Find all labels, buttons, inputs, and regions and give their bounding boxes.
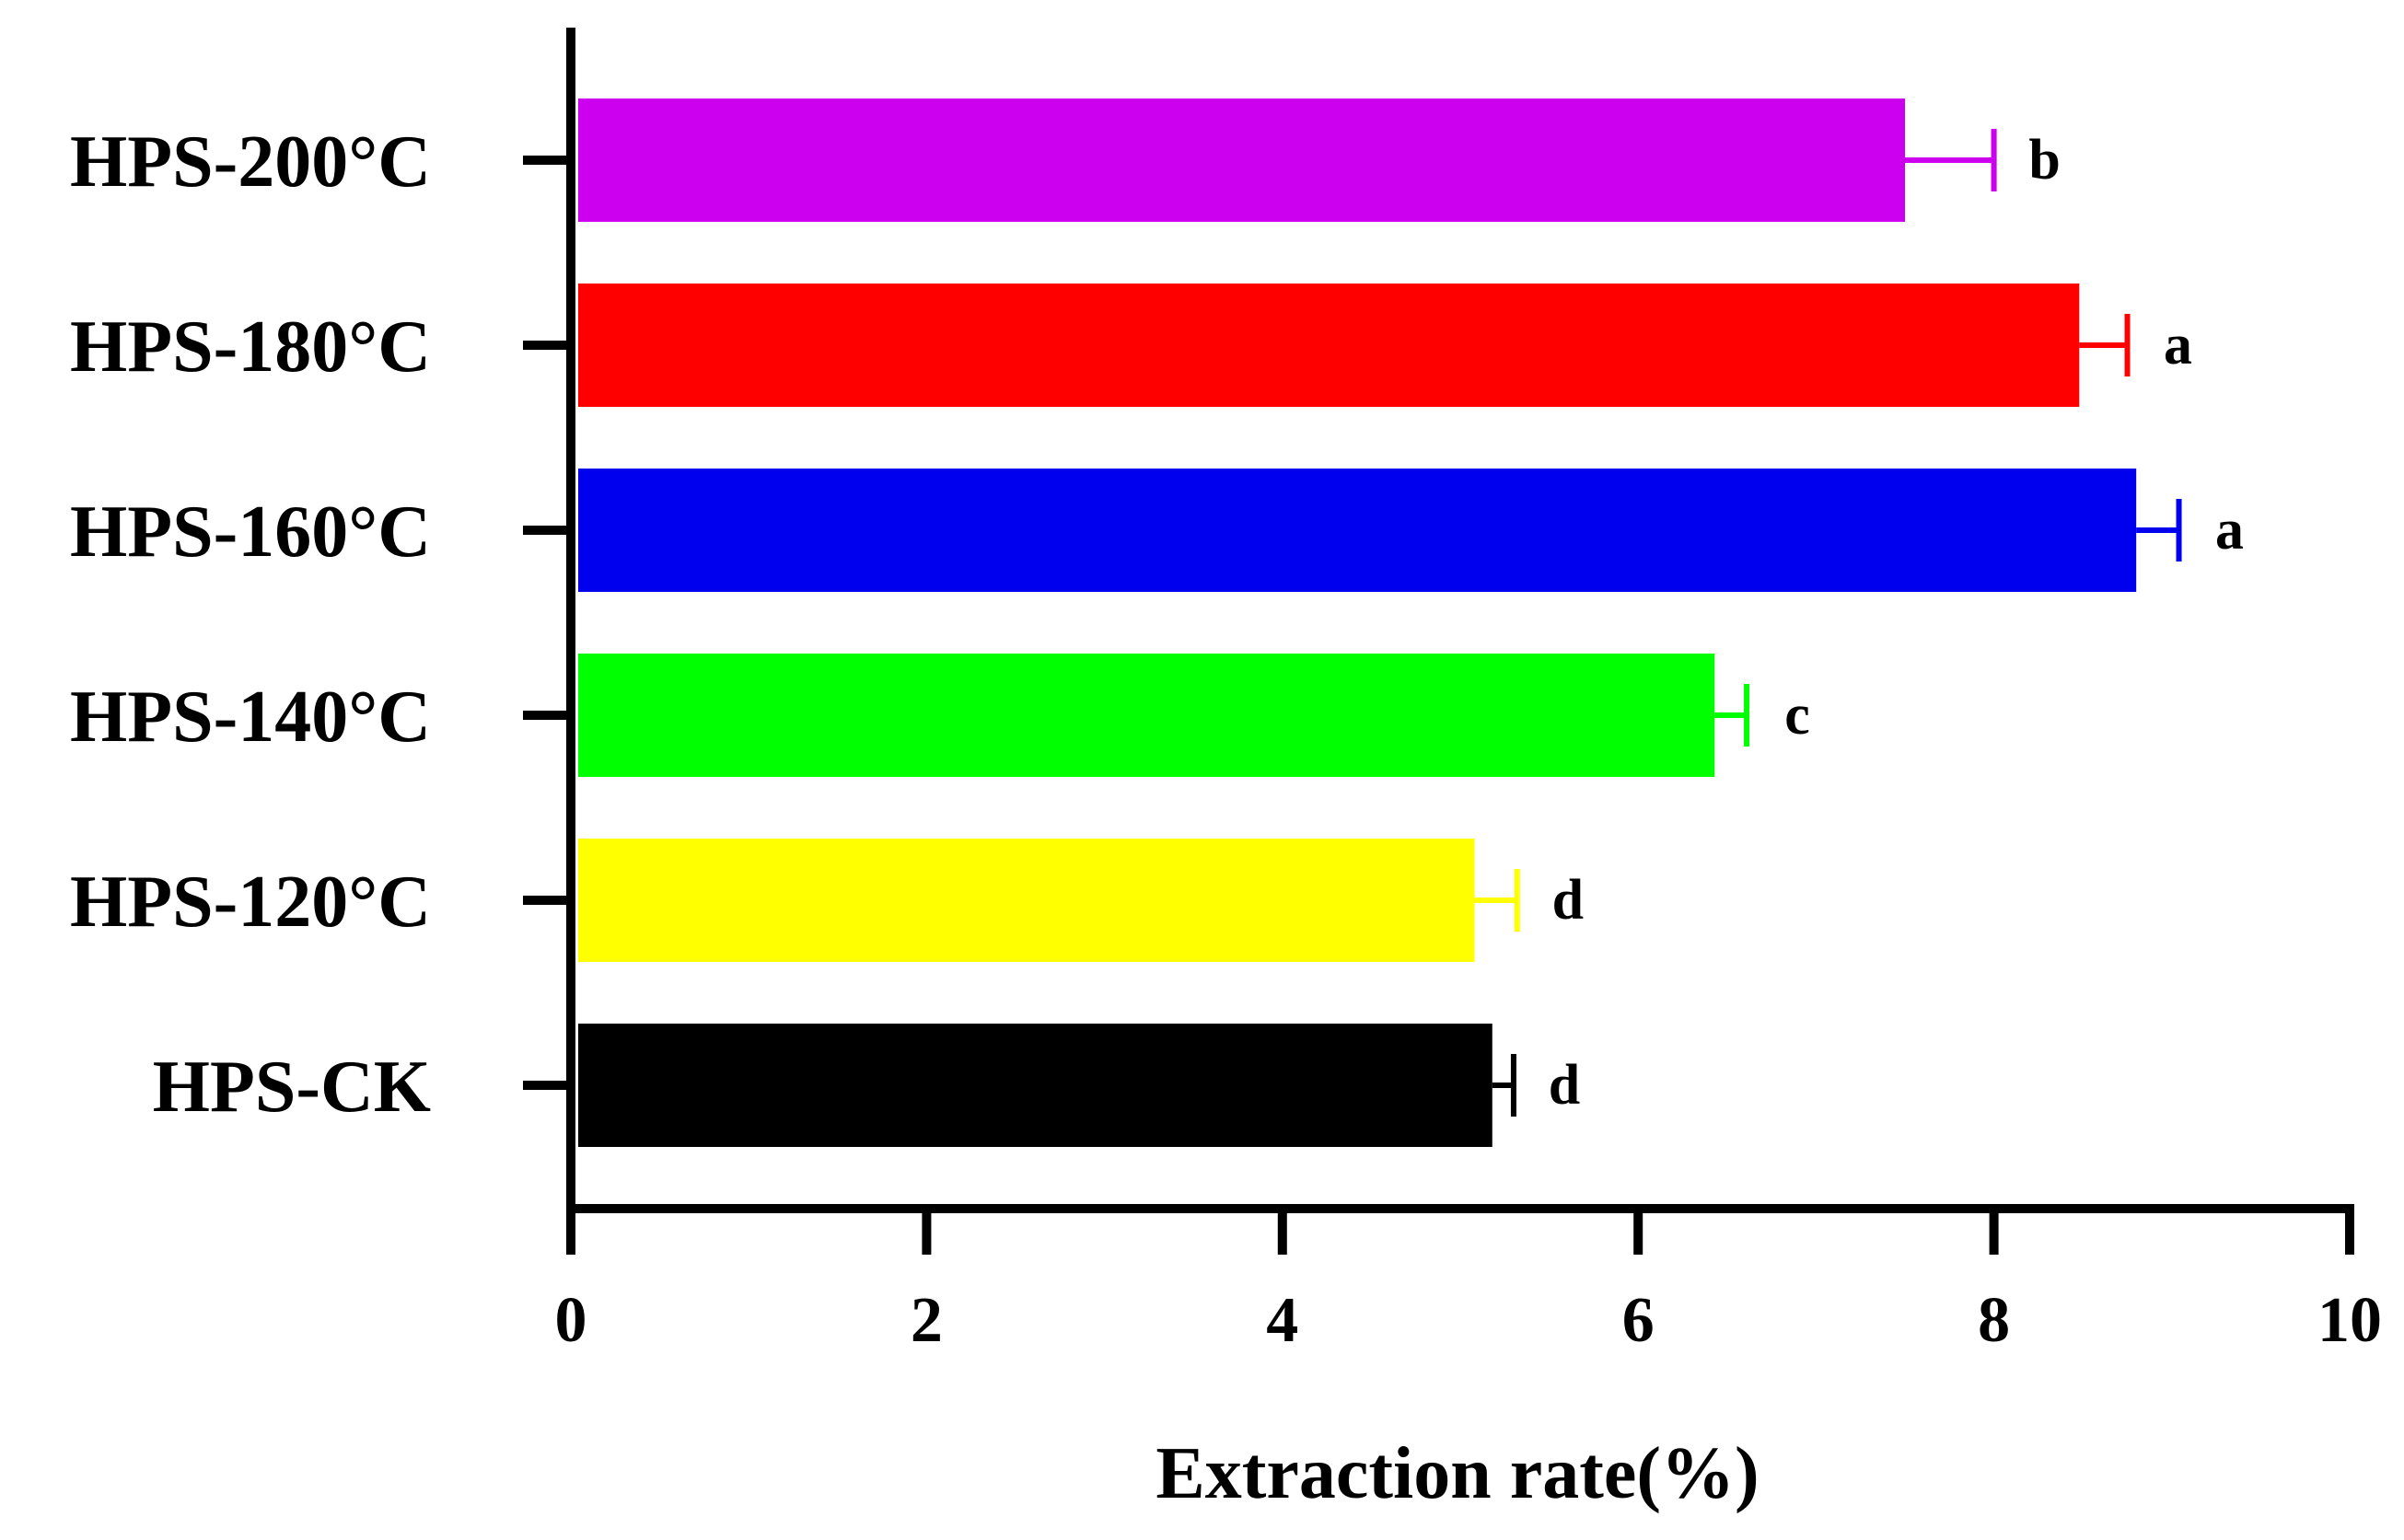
- error-bar-hps-180c: [2079, 314, 2131, 376]
- category-label-hps-180c: HPS-180°C: [70, 307, 431, 388]
- bars-layer: b a a c d d: [578, 98, 2244, 1147]
- x-tick-label-4: 4: [1266, 1285, 1298, 1356]
- bar-hps-ck: [578, 1024, 1492, 1147]
- x-tick-label-10: 10: [2317, 1285, 2382, 1356]
- category-label-hps-160c: HPS-160°C: [70, 492, 431, 573]
- bar-hps-160c: [578, 469, 2137, 592]
- category-label-hps-200c: HPS-200°C: [70, 122, 431, 203]
- significance-label-hps-180c: a: [2164, 314, 2192, 376]
- bar-hps-200c: [578, 98, 1905, 222]
- bar-hps-140c: [578, 654, 1715, 777]
- significance-label-hps-ck: d: [1549, 1054, 1580, 1117]
- x-tick-label-2: 2: [911, 1285, 943, 1356]
- x-tick-label-0: 0: [555, 1285, 587, 1356]
- category-label-hps-120c: HPS-120°C: [70, 862, 431, 943]
- significance-label-hps-140c: c: [1784, 684, 1810, 747]
- category-label-hps-140c: HPS-140°C: [70, 677, 431, 758]
- category-label-hps-ck: HPS-CK: [153, 1047, 431, 1128]
- x-tick-label-8: 8: [1978, 1285, 2010, 1356]
- error-bar-hps-120c: [1474, 869, 1520, 932]
- error-bar-hps-ck: [1492, 1054, 1516, 1117]
- x-tick-label-6: 6: [1622, 1285, 1655, 1356]
- significance-label-hps-120c: d: [1552, 869, 1584, 932]
- ticks-layer: HPS-200°C HPS-180°C HPS-160°C HPS-140°C HPS-…: [70, 122, 2382, 1356]
- error-bar-hps-140c: [1714, 684, 1750, 747]
- bar-hps-120c: [578, 839, 1475, 962]
- x-axis-title: Extraction rate(%): [1156, 1433, 1759, 1514]
- axes-layer: [566, 28, 2354, 1213]
- significance-label-hps-160c: a: [2215, 499, 2244, 562]
- error-bar-hps-200c: [1905, 129, 1997, 191]
- error-bar-hps-160c: [2136, 499, 2182, 562]
- bar-hps-180c: [578, 284, 2080, 407]
- significance-label-hps-200c: b: [2028, 129, 2060, 191]
